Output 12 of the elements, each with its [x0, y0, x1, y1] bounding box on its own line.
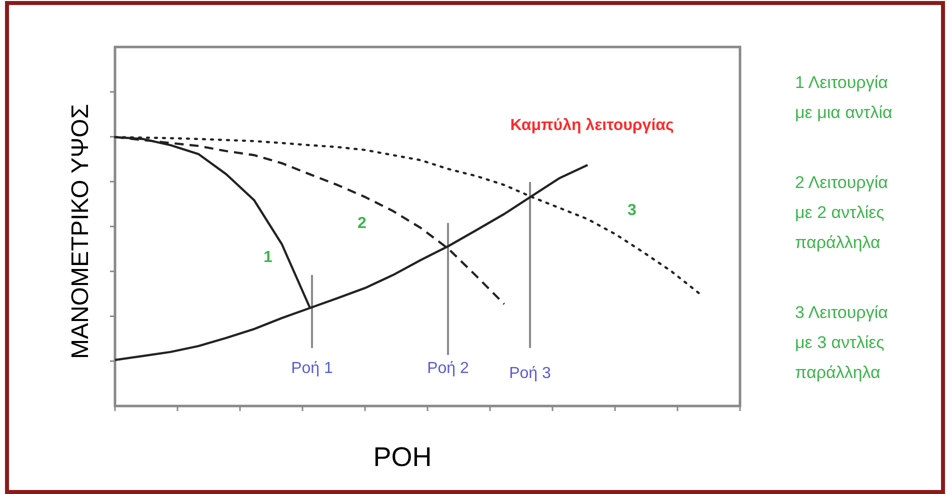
text: 3 Λειτουργία με 3 αντλίες παράλληλα [795, 303, 888, 382]
series-label: 1 [264, 249, 273, 266]
series-label: 2 [358, 215, 367, 232]
x-axis-title: ΡΟΗ [373, 442, 432, 472]
annotation: Ροή 3 [509, 365, 552, 382]
annotation: Ροή 2 [427, 360, 470, 377]
annotation: Ροή 1 [291, 360, 334, 377]
text: Καμπύλη λειτουργίας [510, 117, 674, 134]
series-label: 3 [628, 202, 637, 219]
text: 1 Λειτουργία με μια αντλία [795, 73, 893, 122]
y-axis-title: ΜΑΝΟΜΕΤΡΙΚΟ ΥΨΟΣ [67, 104, 94, 360]
text: 2 Λειτουργία με 2 αντλίες παράλληλα [795, 173, 888, 252]
